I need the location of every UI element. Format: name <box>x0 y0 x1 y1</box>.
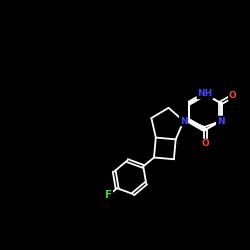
Text: O: O <box>229 92 236 100</box>
Text: N: N <box>180 116 188 126</box>
Text: F: F <box>105 190 112 200</box>
Text: N: N <box>217 116 224 126</box>
Text: O: O <box>201 140 209 148</box>
Text: NH: NH <box>198 90 212 98</box>
